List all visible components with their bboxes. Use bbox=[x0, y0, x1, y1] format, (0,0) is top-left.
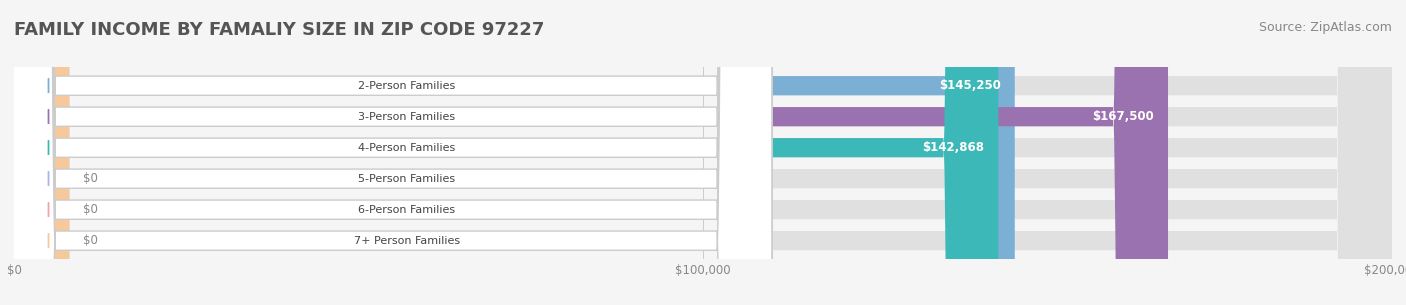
FancyBboxPatch shape bbox=[14, 0, 1392, 305]
FancyBboxPatch shape bbox=[0, 0, 772, 305]
FancyBboxPatch shape bbox=[0, 0, 772, 305]
Text: 3-Person Families: 3-Person Families bbox=[359, 112, 456, 122]
FancyBboxPatch shape bbox=[0, 0, 772, 305]
FancyBboxPatch shape bbox=[0, 0, 772, 305]
FancyBboxPatch shape bbox=[14, 0, 1392, 305]
FancyBboxPatch shape bbox=[14, 0, 69, 305]
FancyBboxPatch shape bbox=[0, 0, 772, 305]
FancyBboxPatch shape bbox=[14, 0, 1168, 305]
Text: 5-Person Families: 5-Person Families bbox=[359, 174, 456, 184]
Text: $145,250: $145,250 bbox=[939, 79, 1001, 92]
Text: Source: ZipAtlas.com: Source: ZipAtlas.com bbox=[1258, 21, 1392, 34]
FancyBboxPatch shape bbox=[14, 0, 998, 305]
Text: $0: $0 bbox=[83, 203, 98, 216]
Text: FAMILY INCOME BY FAMALIY SIZE IN ZIP CODE 97227: FAMILY INCOME BY FAMALIY SIZE IN ZIP COD… bbox=[14, 21, 544, 39]
FancyBboxPatch shape bbox=[14, 0, 1392, 305]
FancyBboxPatch shape bbox=[14, 0, 69, 305]
Text: 4-Person Families: 4-Person Families bbox=[359, 143, 456, 153]
Text: $0: $0 bbox=[83, 172, 98, 185]
Text: $167,500: $167,500 bbox=[1092, 110, 1154, 123]
Text: $142,868: $142,868 bbox=[922, 141, 984, 154]
FancyBboxPatch shape bbox=[14, 0, 1392, 305]
Text: 6-Person Families: 6-Person Families bbox=[359, 205, 456, 215]
Text: 7+ Person Families: 7+ Person Families bbox=[354, 236, 460, 246]
FancyBboxPatch shape bbox=[14, 0, 69, 305]
FancyBboxPatch shape bbox=[0, 0, 772, 305]
FancyBboxPatch shape bbox=[14, 0, 1392, 305]
FancyBboxPatch shape bbox=[14, 0, 1392, 305]
Text: $0: $0 bbox=[83, 234, 98, 247]
Text: 2-Person Families: 2-Person Families bbox=[359, 81, 456, 91]
FancyBboxPatch shape bbox=[14, 0, 1015, 305]
